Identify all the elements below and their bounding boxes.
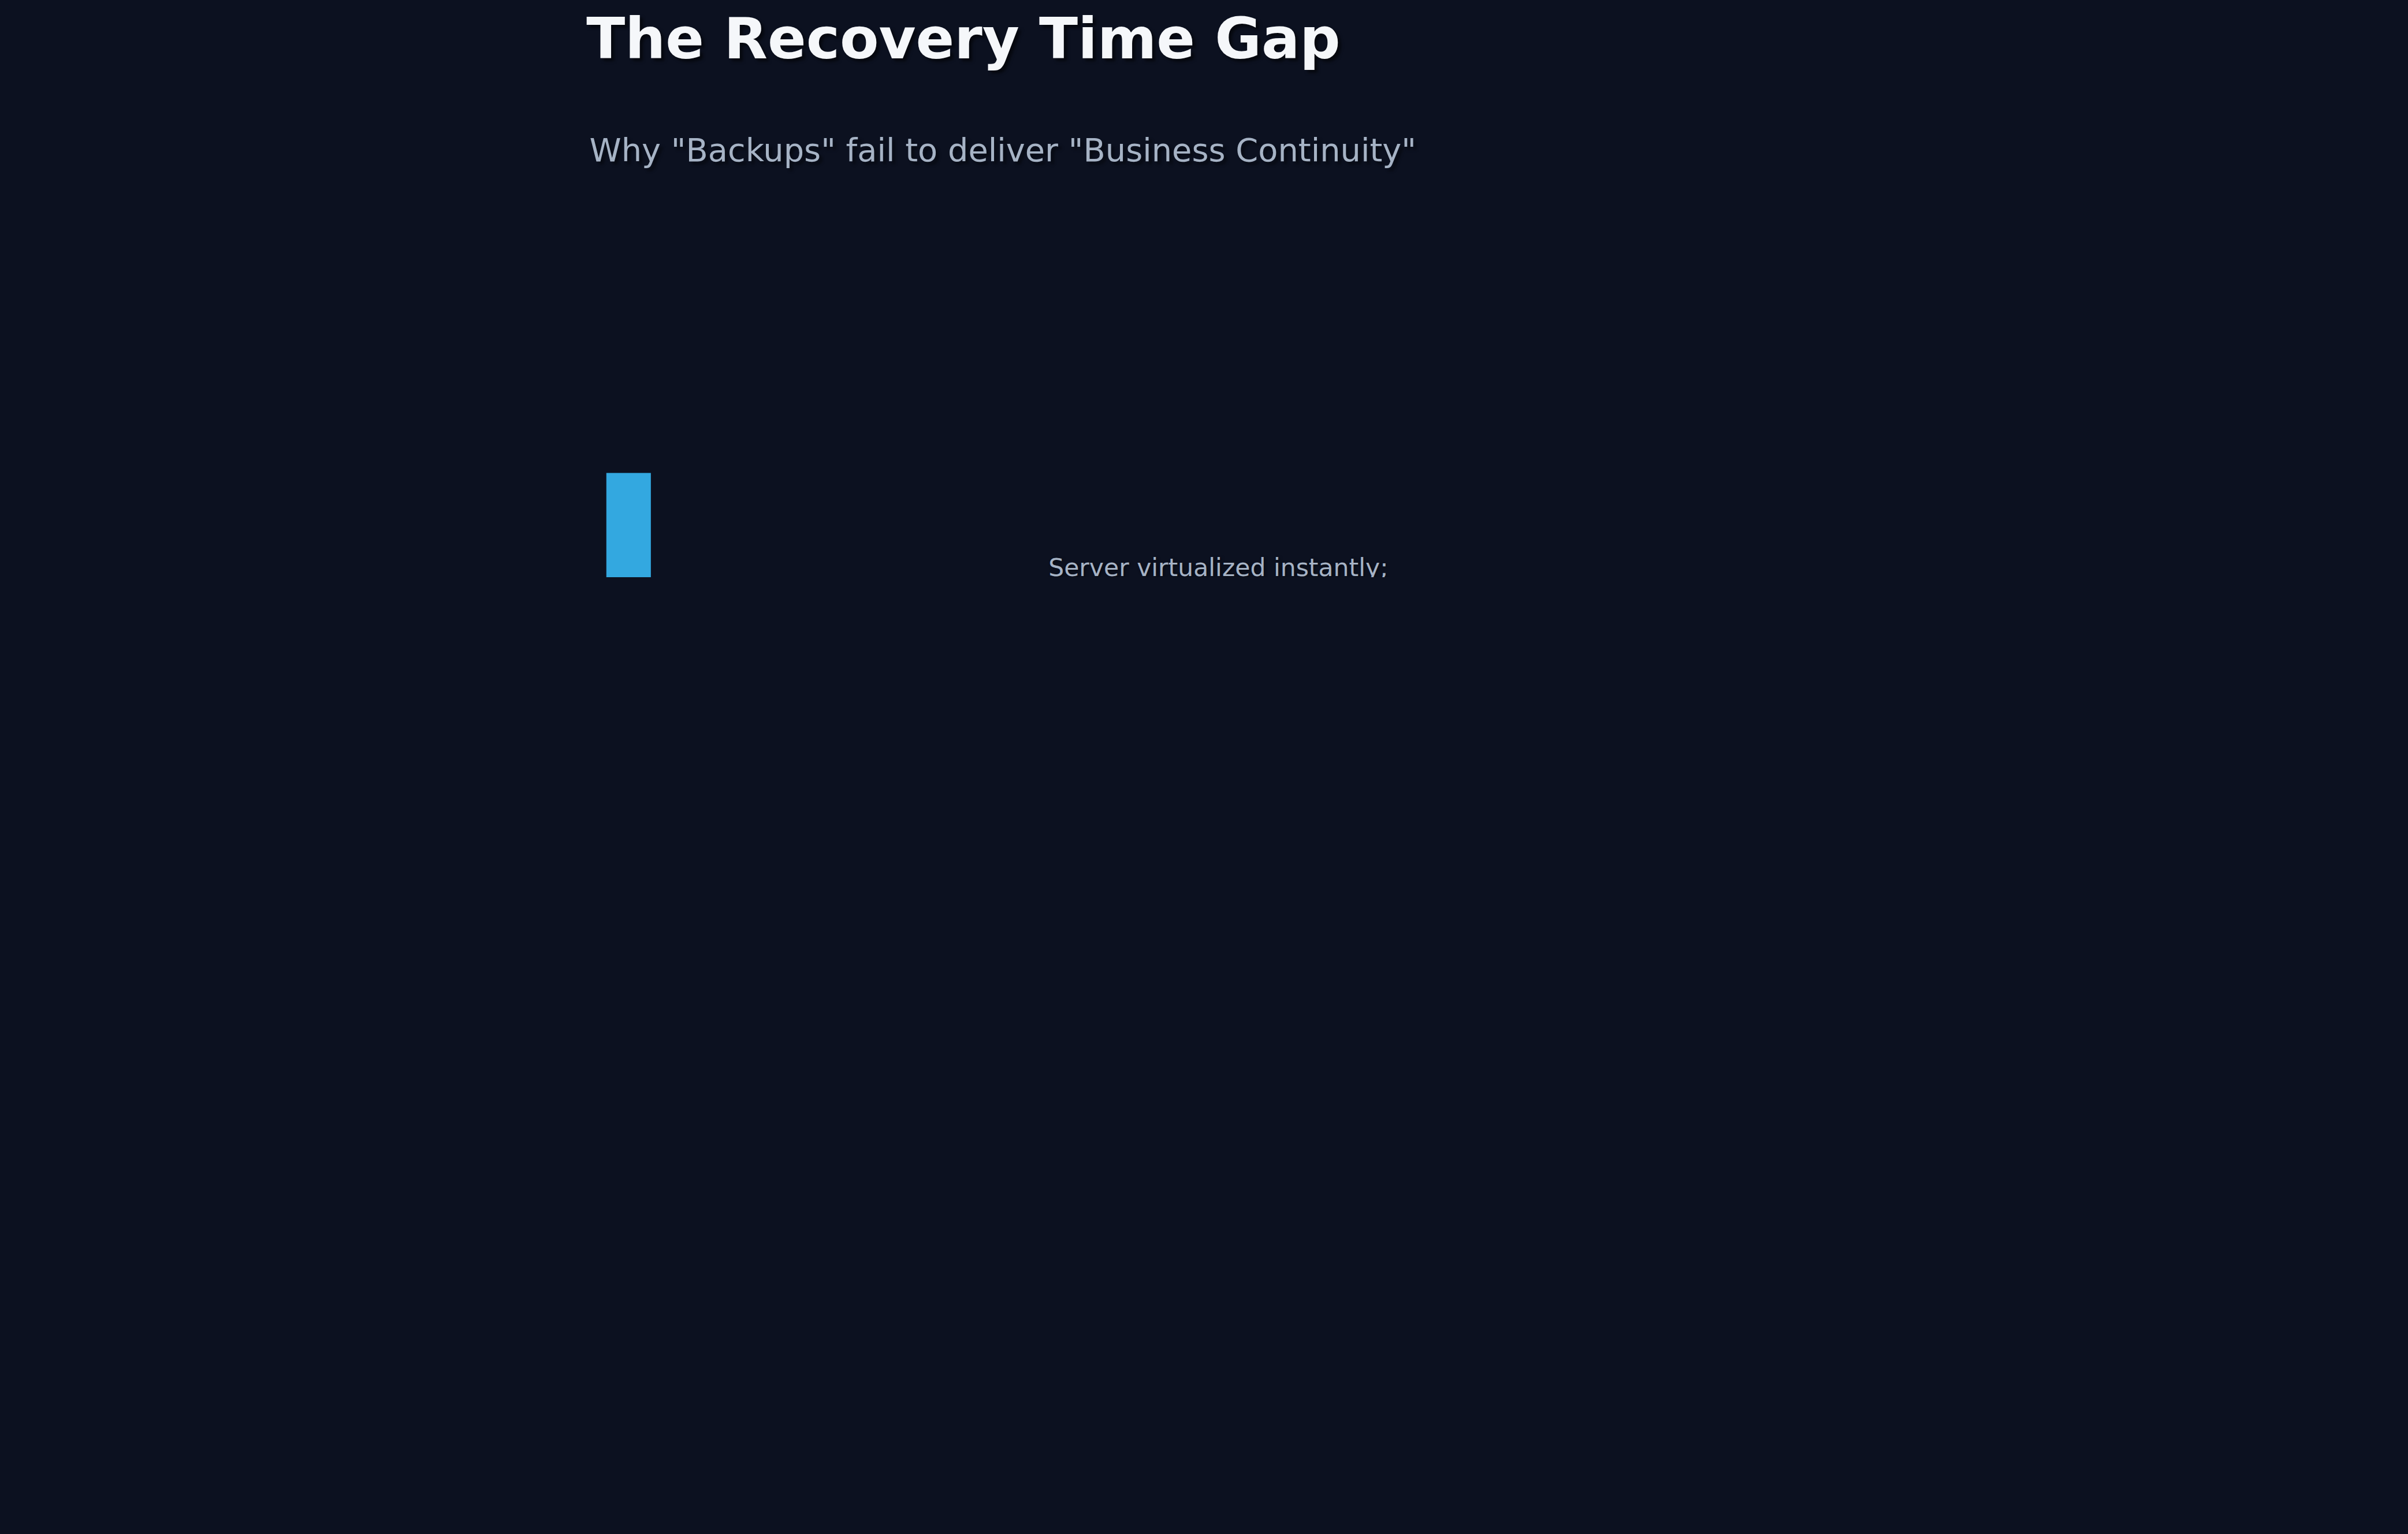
annotation-bcdr: Server virtualized instantly; No hardwar…: [1048, 553, 1388, 577]
bar-bcdr: [605, 473, 650, 577]
annotation-bcdr-line1: Server virtualized instantly;: [1048, 553, 1388, 577]
chart-title: The Recovery Time Gap: [586, 6, 1341, 72]
chart-canvas: The Recovery Time Gap Why "Backups" fail…: [0, 0, 2407, 577]
chart-subtitle: Why "Backups" fail to deliver "Business …: [590, 132, 1417, 169]
